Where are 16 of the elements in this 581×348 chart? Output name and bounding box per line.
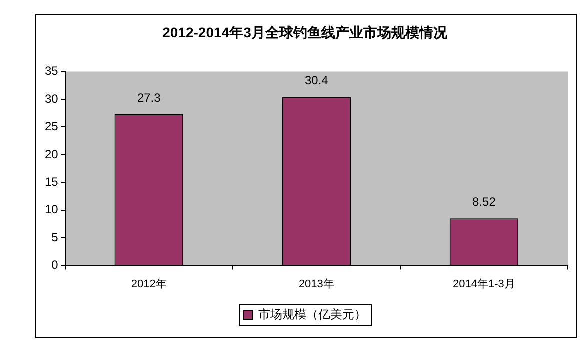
x-tick-label: 2013年 (298, 278, 334, 290)
y-tick-label: 20 (44, 147, 59, 162)
y-tick-label: 10 (44, 202, 59, 217)
data-label: 30.4 (304, 74, 329, 88)
chart-title: 2012-2014年3月全球钓鱼线产业市场规模情况 (162, 24, 448, 40)
y-tick-label: 35 (44, 64, 59, 78)
y-tick-label: 30 (44, 92, 59, 106)
legend-label: 市场规模（亿美元） (258, 307, 366, 322)
data-label: 27.3 (137, 90, 162, 105)
data-label: 8.52 (472, 194, 496, 209)
y-tick-label: 25 (44, 120, 59, 134)
y-tick-label: 15 (44, 174, 59, 189)
x-tick-label: 2012年 (131, 278, 167, 290)
x-tick-label: 2014年1-3月 (453, 278, 516, 290)
y-tick-label: 0 (52, 258, 59, 272)
y-tick-label: 5 (52, 230, 59, 244)
